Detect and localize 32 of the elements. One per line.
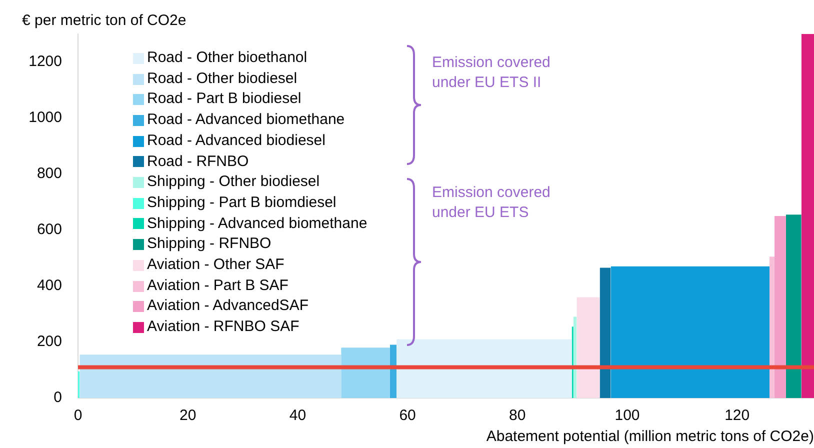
legend-label: Shipping - Part B biomdiesel [147, 192, 336, 213]
y-tick-label: 1200 [28, 53, 62, 70]
x-tick-label: 100 [614, 407, 640, 424]
y-axis-title: € per metric ton of CO2e [22, 12, 186, 29]
x-tick-label: 80 [509, 407, 526, 424]
y-tick-label: 200 [36, 333, 62, 350]
x-tick-label: 120 [724, 407, 750, 424]
legend-label: Aviation - RFNBO SAF [147, 317, 300, 338]
legend-label: Aviation - AdvancedSAF [147, 296, 308, 316]
y-tick-label: 800 [36, 165, 62, 182]
legend-label: Shipping - RFNBO [147, 234, 272, 254]
x-tick-label: 40 [289, 407, 306, 424]
x-axis-title: Abatement potential (million metric tons of CO2e) [486, 428, 814, 446]
legend-label: Road - Advanced biodiesel [147, 130, 326, 151]
legend-label: Road - RFNBO [147, 152, 249, 172]
x-tick-label: 60 [399, 407, 416, 424]
annotation: Emission covered under EU ETS [432, 183, 552, 223]
y-tick-label: 1000 [28, 109, 62, 126]
legend-label: Aviation - Other SAF [147, 255, 284, 276]
legend-label: Aviation - Part B SAF [147, 276, 288, 296]
legend-label: Road - Advanced biomethane [147, 110, 345, 130]
y-tick-label: 0 [54, 389, 62, 406]
x-tick-label: 20 [180, 407, 196, 424]
y-tick-label: 600 [36, 221, 62, 238]
legend-label: Road - Other bioethanol [147, 48, 308, 68]
legend-label: Road - Part B biodiesel [147, 89, 302, 110]
legend-label: Shipping - Advanced biomethane [147, 214, 368, 234]
annotation: Emission covered under EU ETS II [432, 53, 552, 93]
legend-label: Shipping - Other biodiesel [147, 172, 320, 192]
x-tick-label: 0 [74, 407, 82, 424]
legend-label: Road - Other biodiesel [147, 68, 298, 89]
y-tick-label: 400 [36, 277, 62, 294]
